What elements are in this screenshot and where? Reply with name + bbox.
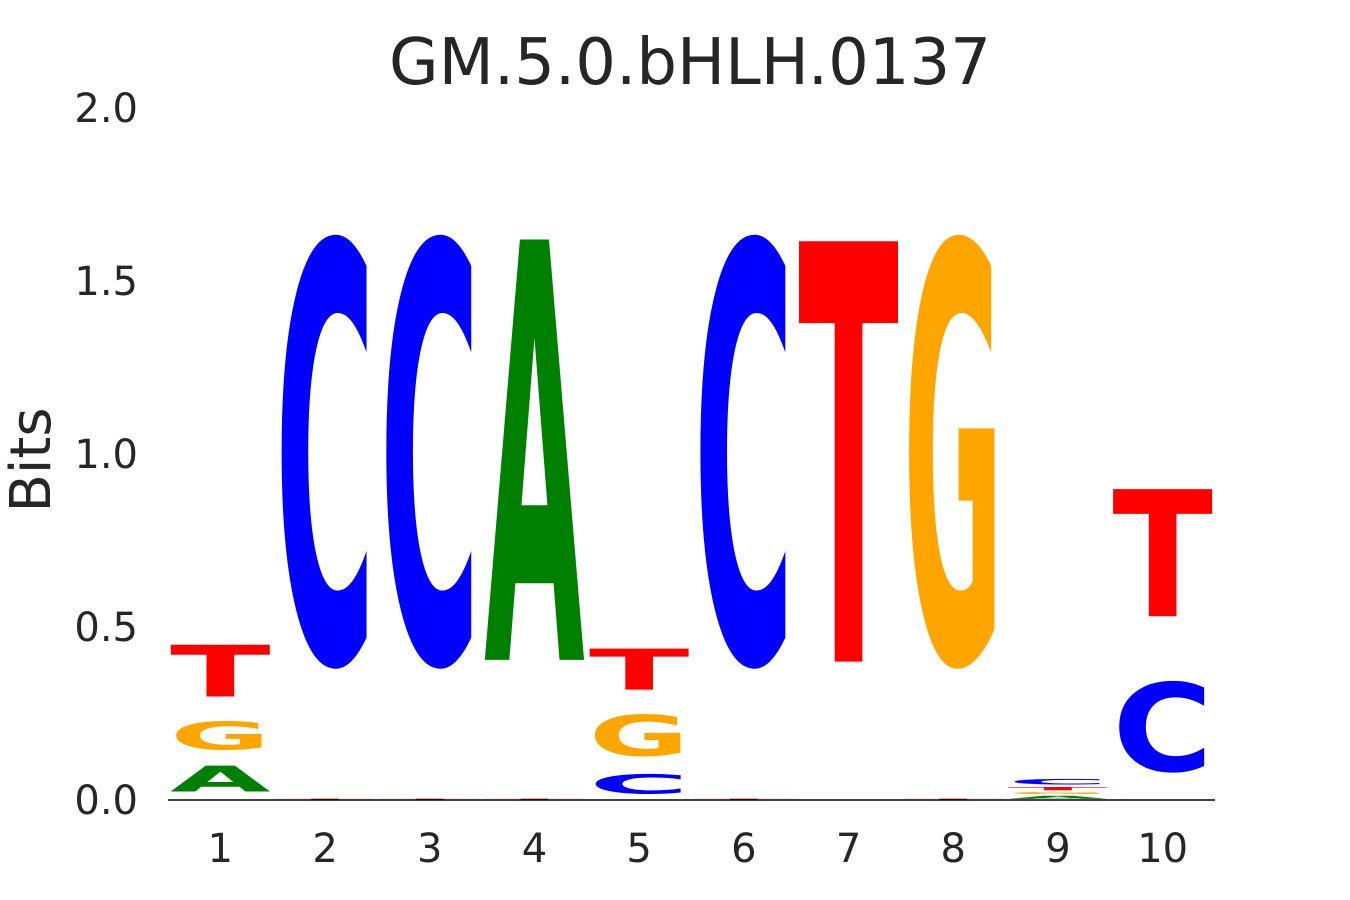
y-axis-ticks: 0.0 0.5 1.0 1.5 2.0	[74, 86, 138, 824]
y-tick-label: 0.0	[74, 778, 138, 824]
logo-letter-a: A	[484, 125, 585, 797]
logo-letter-a: A	[1008, 795, 1108, 800]
x-tick-label: 9	[1045, 826, 1070, 872]
logo-letter-a: A	[170, 759, 271, 800]
logo-letter-t: T	[903, 798, 1003, 800]
x-tick-label: 10	[1137, 826, 1188, 872]
x-tick-label: 3	[417, 826, 442, 872]
logo-letter-t: T	[170, 631, 271, 713]
logo-letter-c: C	[1008, 778, 1109, 787]
x-tick-label: 6	[731, 826, 756, 872]
logo-letter-t: T	[484, 798, 584, 800]
x-tick-label: 7	[836, 826, 861, 872]
logo-letter-t: T	[798, 127, 899, 798]
logo-letter-c: C	[694, 130, 795, 797]
logo-letter-c: C	[1112, 658, 1213, 800]
logo-letter-g: G	[1008, 791, 1108, 794]
logo-letter-g: G	[170, 714, 270, 758]
logo-letter-t: T	[1112, 455, 1213, 658]
logo-letter-t: T	[275, 798, 375, 800]
logo-letter-c: C	[589, 769, 690, 800]
y-tick-label: 0.5	[74, 605, 138, 651]
chart-title: GM.5.0.bHLH.0137	[389, 26, 991, 100]
x-axis-ticks: 1 2 3 4 5 6 7 8 9 10	[208, 826, 1188, 872]
logo-letter-t: T	[589, 638, 690, 703]
logo-letter-c: C	[275, 130, 376, 797]
logo-letter-g: G	[903, 128, 1003, 796]
logo-letter-g: G	[589, 704, 689, 769]
x-tick-label: 2	[312, 826, 337, 872]
x-tick-label: 1	[208, 826, 233, 872]
logo-letter-t: T	[694, 798, 794, 800]
logo-letter-c: C	[379, 130, 480, 797]
logo-letter-t: T	[1008, 786, 1108, 791]
x-tick-label: 5	[626, 826, 651, 872]
x-tick-label: 4	[522, 826, 547, 872]
y-tick-label: 1.0	[74, 432, 138, 478]
logo-letter-t: T	[379, 798, 479, 800]
x-tick-label: 8	[941, 826, 966, 872]
y-tick-label: 2.0	[74, 86, 138, 132]
y-tick-label: 1.5	[74, 259, 138, 305]
y-axis-label: Bits	[0, 407, 64, 512]
